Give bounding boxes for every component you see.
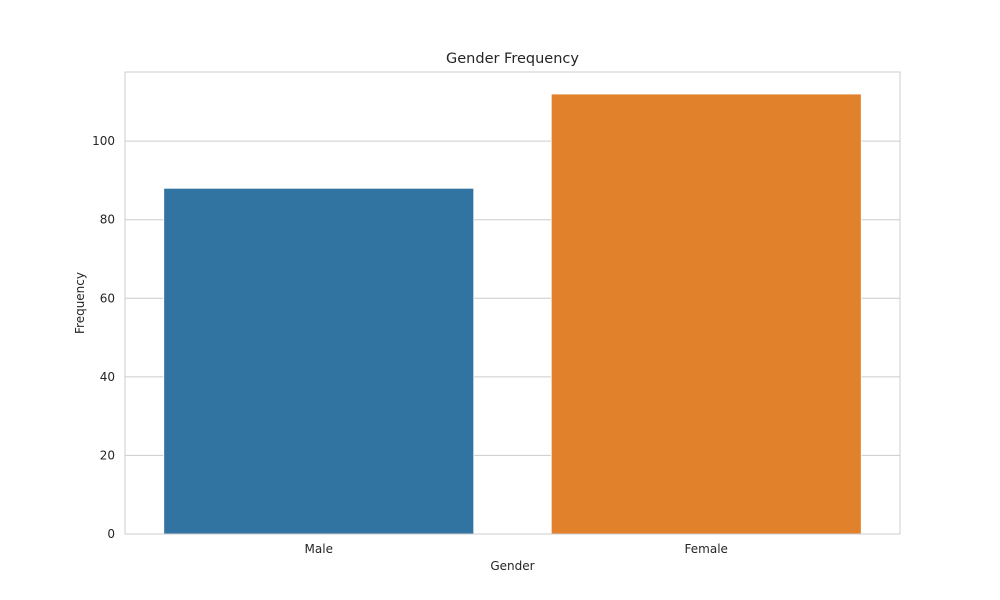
y-axis-title: Frequency bbox=[73, 272, 87, 334]
y-tick-label: 80 bbox=[100, 213, 115, 227]
bars bbox=[163, 93, 862, 535]
bar-male bbox=[163, 187, 475, 535]
y-tick-label: 0 bbox=[107, 527, 115, 541]
chart-title: Gender Frequency bbox=[446, 51, 579, 67]
bar-female bbox=[550, 93, 862, 535]
x-tick-label-female: Female bbox=[685, 542, 728, 556]
x-tick-label-male: Male bbox=[305, 542, 333, 556]
y-tick-labels: 0 20 40 60 80 100 bbox=[92, 134, 115, 541]
x-axis-title: Gender bbox=[490, 559, 534, 573]
plot-frame bbox=[124, 71, 901, 535]
y-tick-label: 100 bbox=[92, 134, 115, 148]
y-tick-label: 20 bbox=[100, 448, 115, 462]
x-tick-labels: Male Female bbox=[305, 542, 728, 556]
y-tick-label: 40 bbox=[100, 370, 115, 384]
y-tick-label: 60 bbox=[100, 291, 115, 305]
